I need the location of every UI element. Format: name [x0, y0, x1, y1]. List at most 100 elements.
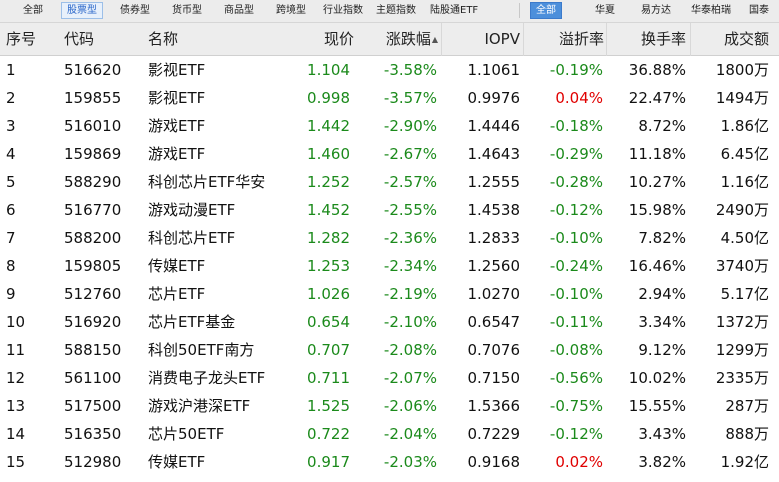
cell-iopv: 0.7076	[467, 341, 521, 359]
column-divider	[523, 23, 524, 56]
cell-iopv: 0.6547	[467, 313, 521, 331]
table-row[interactable]: 14 516350 芯片50ETF 0.722 -2.04% 0.7229 -0.12% 3.…	[0, 420, 779, 448]
cell-name: 传媒ETF	[148, 257, 206, 275]
col-header-premium[interactable]: 溢折率	[558, 30, 604, 48]
table-header: 序号 代码 名称 现价 涨跌幅▲ IOPV 溢折率 换手率 成交额	[0, 23, 779, 56]
cell-price: 1.452	[307, 201, 350, 219]
cell-name: 消费电子龙头ETF	[148, 369, 266, 387]
tab-commodity-type[interactable]: 商品型	[224, 5, 254, 16]
cell-iopv: 1.4538	[467, 201, 521, 219]
table-row[interactable]: 12 561100 消费电子龙头ETF 0.711 -2.07% 0.7150 -0.56%…	[0, 364, 779, 392]
tab-issuer-huaxia[interactable]: 华夏	[595, 5, 615, 16]
cell-name: 科创芯片ETF华安	[148, 173, 266, 191]
tab-cross-border-type[interactable]: 跨境型	[276, 5, 306, 16]
filter-tab-bar: 全部 股票型 债券型 货币型 商品型 跨境型 行业指数 主题指数 陆股通ETF …	[0, 0, 779, 23]
cell-seq: 3	[6, 117, 16, 135]
tab-issuer-huatai[interactable]: 华泰柏瑞	[691, 5, 731, 16]
col-header-price[interactable]: 现价	[323, 30, 354, 48]
col-header-seq[interactable]: 序号	[6, 30, 37, 48]
cell-price: 0.711	[307, 369, 350, 387]
table-row[interactable]: 9 512760 芯片ETF 1.026 -2.19% 1.0270 -0.10% 2.94%…	[0, 280, 779, 308]
cell-turnover: 15.98%	[628, 201, 686, 219]
cell-volume: 1800万	[715, 61, 769, 79]
table-row[interactable]: 15 512980 传媒ETF 0.917 -2.03% 0.9168 0.02% 3.82%…	[0, 448, 779, 476]
tab-all[interactable]: 全部	[23, 5, 43, 16]
table-row[interactable]: 7 588200 科创芯片ETF 1.282 -2.36% 1.2833 -0.10% 7.8…	[0, 224, 779, 252]
cell-premium: -0.10%	[549, 229, 603, 247]
cell-name: 游戏ETF	[148, 117, 206, 135]
cell-turnover: 36.88%	[628, 61, 686, 79]
cell-turnover: 22.47%	[628, 89, 686, 107]
cell-iopv: 0.7150	[467, 369, 521, 387]
col-header-name[interactable]: 名称	[148, 30, 179, 48]
table-row[interactable]: 10 516920 芯片ETF基金 0.654 -2.10% 0.6547 -0.11% 3.…	[0, 308, 779, 336]
cell-price: 1.026	[307, 285, 350, 303]
cell-seq: 11	[6, 341, 26, 359]
cell-change: -2.03%	[383, 453, 437, 471]
tab-theme-index[interactable]: 主题指数	[376, 5, 416, 16]
cell-change: -2.07%	[383, 369, 437, 387]
table-row[interactable]: 13 517500 游戏沪港深ETF 1.525 -2.06% 1.5366 -0.75% 1…	[0, 392, 779, 420]
col-header-iopv[interactable]: IOPV	[484, 30, 520, 48]
cell-volume: 1494万	[715, 89, 769, 107]
table-row[interactable]: 5 588290 科创芯片ETF华安 1.252 -2.57% 1.2555 -0.28% 1…	[0, 168, 779, 196]
cell-price: 1.253	[307, 257, 350, 275]
tab-issuer-guotai[interactable]: 国泰	[749, 5, 769, 16]
table-row[interactable]: 4 159869 游戏ETF 1.460 -2.67% 1.4643 -0.29% 11.18…	[0, 140, 779, 168]
cell-iopv: 1.4446	[467, 117, 521, 135]
cell-code: 512760	[64, 285, 122, 303]
cell-seq: 8	[6, 257, 16, 275]
cell-volume: 6.45亿	[720, 145, 769, 163]
cell-change: -2.67%	[383, 145, 437, 163]
cell-turnover: 3.43%	[638, 425, 686, 443]
column-divider	[441, 23, 442, 56]
tab-stock-type[interactable]: 股票型	[61, 2, 103, 19]
tab-bond-type[interactable]: 债券型	[120, 5, 150, 16]
cell-iopv: 1.5366	[467, 397, 521, 415]
cell-name: 游戏动漫ETF	[148, 201, 236, 219]
table-row[interactable]: 1 516620 影视ETF 1.104 -3.58% 1.1061 -0.19% 36.88…	[0, 56, 779, 84]
table-row[interactable]: 3 516010 游戏ETF 1.442 -2.90% 1.4446 -0.18% 8.72%…	[0, 112, 779, 140]
cell-price: 0.917	[307, 453, 350, 471]
col-header-code[interactable]: 代码	[64, 30, 95, 48]
cell-iopv: 0.7229	[467, 425, 521, 443]
cell-seq: 2	[6, 89, 16, 107]
cell-premium: -0.56%	[549, 369, 603, 387]
tab-issuer-all[interactable]: 全部	[530, 2, 562, 19]
cell-volume: 5.17亿	[720, 285, 769, 303]
cell-change: -2.90%	[383, 117, 437, 135]
cell-price: 1.460	[307, 145, 350, 163]
col-header-turnover[interactable]: 换手率	[640, 30, 686, 48]
cell-volume: 2490万	[715, 201, 769, 219]
cell-volume: 3740万	[715, 257, 769, 275]
table-row[interactable]: 11 588150 科创50ETF南方 0.707 -2.08% 0.7076 -0.08%…	[0, 336, 779, 364]
cell-change: -2.08%	[383, 341, 437, 359]
cell-iopv: 1.0270	[467, 285, 521, 303]
cell-volume: 1.16亿	[720, 173, 769, 191]
cell-premium: -0.75%	[549, 397, 603, 415]
cell-code: 588150	[64, 341, 122, 359]
cell-name: 芯片ETF基金	[148, 313, 236, 331]
cell-name: 影视ETF	[148, 89, 206, 107]
table-row[interactable]: 2 159855 影视ETF 0.998 -3.57% 0.9976 0.04% 22.47%…	[0, 84, 779, 112]
tab-issuer-efund[interactable]: 易方达	[641, 5, 671, 16]
cell-premium: -0.11%	[549, 313, 603, 331]
cell-name: 科创50ETF南方	[148, 341, 255, 359]
cell-premium: -0.12%	[549, 201, 603, 219]
col-header-change[interactable]: 涨跌幅▲	[360, 23, 438, 55]
tab-money-type[interactable]: 货币型	[172, 5, 202, 16]
tab-stock-connect-etf[interactable]: 陆股通ETF	[430, 5, 479, 16]
cell-seq: 9	[6, 285, 16, 303]
table-row[interactable]: 8 159805 传媒ETF 1.253 -2.34% 1.2560 -0.24% 16.46…	[0, 252, 779, 280]
cell-price: 1.282	[307, 229, 350, 247]
tab-industry-index[interactable]: 行业指数	[323, 5, 363, 16]
cell-premium: -0.18%	[549, 117, 603, 135]
cell-premium: -0.12%	[549, 425, 603, 443]
cell-price: 1.252	[307, 173, 350, 191]
tab-separator	[519, 3, 520, 18]
col-header-volume[interactable]: 成交额	[723, 30, 769, 48]
cell-change: -2.36%	[383, 229, 437, 247]
cell-name: 传媒ETF	[148, 453, 206, 471]
cell-code: 517500	[64, 397, 122, 415]
table-row[interactable]: 6 516770 游戏动漫ETF 1.452 -2.55% 1.4538 -0.12% 15.…	[0, 196, 779, 224]
